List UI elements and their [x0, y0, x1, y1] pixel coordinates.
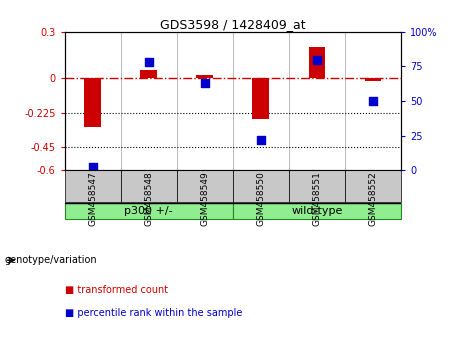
Bar: [196, 75, 213, 78]
Bar: [84, 78, 101, 127]
Point: [89, 165, 96, 170]
Text: p300 +/-: p300 +/-: [124, 206, 173, 216]
Text: GSM458547: GSM458547: [88, 171, 97, 226]
Bar: [345, 170, 401, 202]
Title: GDS3598 / 1428409_at: GDS3598 / 1428409_at: [160, 18, 306, 31]
Bar: [365, 78, 381, 81]
Text: GSM458551: GSM458551: [313, 171, 321, 226]
Bar: [233, 170, 289, 202]
Bar: [65, 203, 233, 219]
Bar: [308, 47, 325, 78]
Text: ■ transformed count: ■ transformed count: [65, 285, 168, 295]
Text: GSM458549: GSM458549: [200, 171, 209, 226]
Bar: [65, 170, 121, 202]
Text: GSM458550: GSM458550: [256, 171, 266, 226]
Text: GSM458552: GSM458552: [368, 171, 378, 226]
Point: [201, 80, 208, 86]
Bar: [140, 70, 157, 78]
Point: [313, 57, 321, 62]
Bar: [121, 170, 177, 202]
Text: wild-type: wild-type: [291, 206, 343, 216]
Text: genotype/variation: genotype/variation: [5, 255, 97, 265]
Point: [257, 137, 265, 143]
Point: [369, 98, 377, 104]
Bar: [289, 170, 345, 202]
Text: ■ percentile rank within the sample: ■ percentile rank within the sample: [65, 308, 242, 318]
Text: GSM458548: GSM458548: [144, 171, 153, 226]
Bar: [233, 203, 401, 219]
Point: [145, 59, 152, 65]
Bar: [253, 78, 269, 119]
Bar: [177, 170, 233, 202]
